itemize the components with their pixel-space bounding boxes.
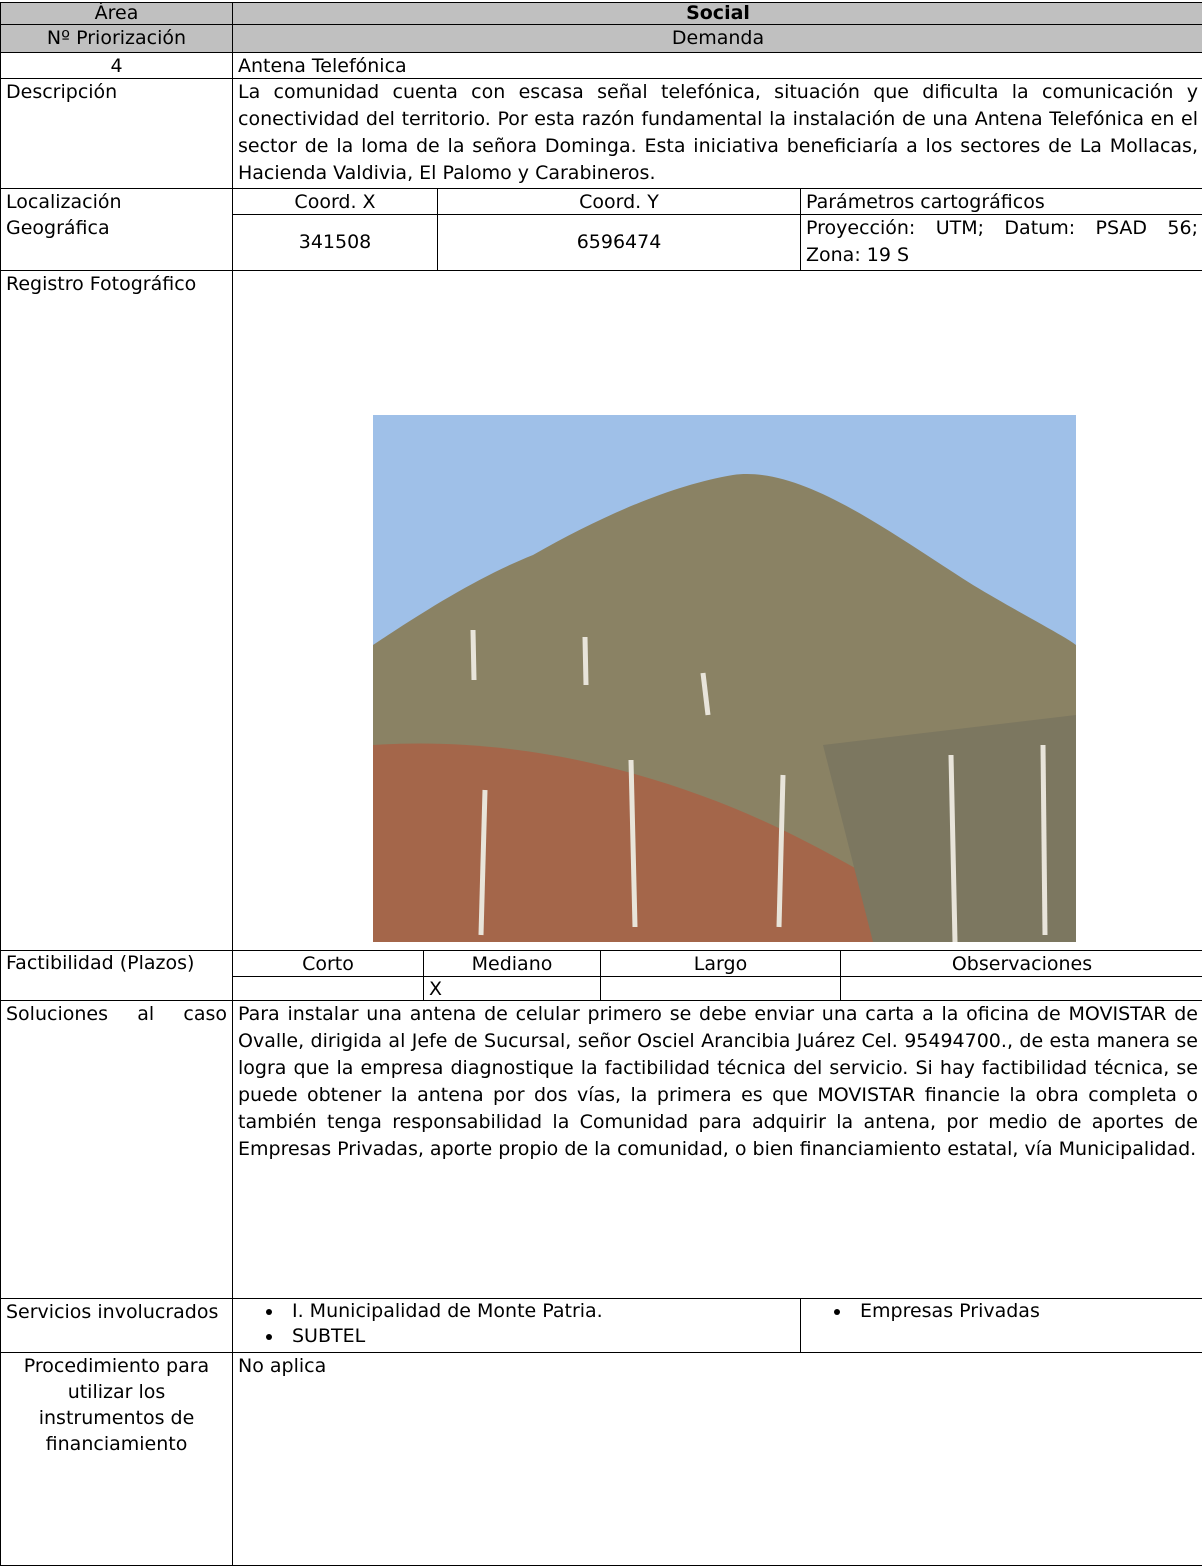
services-right: Empresas Privadas bbox=[800, 1298, 1202, 1353]
header: Coord. Y bbox=[437, 188, 801, 215]
service-item: Empresas Privadas bbox=[852, 1299, 1198, 1324]
photo-cell bbox=[232, 270, 1202, 951]
header: Largo bbox=[600, 950, 841, 977]
list: Empresas Privadas bbox=[806, 1299, 1198, 1324]
header: Coord. X bbox=[232, 188, 438, 215]
label: Soluciones al caso bbox=[0, 1000, 233, 1299]
service-item: SUBTEL bbox=[284, 1324, 795, 1349]
label: Localización Geográfica bbox=[0, 188, 233, 271]
value: Proyección: UTM; Datum: PSAD 56; Zona: 1… bbox=[800, 214, 1202, 271]
label-text: Soluciones al caso bbox=[6, 1003, 227, 1025]
value: Social bbox=[232, 2, 1202, 25]
cell bbox=[840, 976, 1202, 1001]
header: Parámetros cartográficos bbox=[800, 188, 1202, 215]
value: No aplica bbox=[232, 1352, 1202, 1566]
value: 6596474 bbox=[437, 214, 801, 271]
value: 341508 bbox=[232, 214, 438, 271]
header: Mediano bbox=[423, 950, 601, 977]
list: I. Municipalidad de Monte Patria.SUBTEL bbox=[238, 1299, 795, 1349]
photo bbox=[373, 415, 1076, 942]
mark: X bbox=[423, 976, 601, 1001]
label: Servicios involucrados bbox=[0, 1298, 233, 1353]
label: Registro Fotográfico bbox=[0, 270, 233, 951]
label: Nº Priorización bbox=[0, 24, 233, 53]
header: Observaciones bbox=[840, 950, 1202, 977]
label: Factibilidad (Plazos) bbox=[0, 950, 233, 1001]
label: Procedimiento para utilizar los instrume… bbox=[0, 1352, 233, 1566]
label: Área bbox=[0, 2, 233, 25]
label: Descripción bbox=[0, 78, 233, 189]
description: La comunidad cuenta con escasa señal tel… bbox=[232, 78, 1202, 189]
cell bbox=[600, 976, 841, 1001]
cell bbox=[232, 976, 424, 1001]
value: 4 bbox=[0, 52, 233, 79]
label: Demanda bbox=[232, 24, 1202, 53]
solutions: Para instalar una antena de celular prim… bbox=[232, 1000, 1202, 1299]
value: Antena Telefónica bbox=[232, 52, 1202, 79]
header: Corto bbox=[232, 950, 424, 977]
service-item: I. Municipalidad de Monte Patria. bbox=[284, 1299, 795, 1324]
services-left: I. Municipalidad de Monte Patria.SUBTEL bbox=[232, 1298, 801, 1353]
